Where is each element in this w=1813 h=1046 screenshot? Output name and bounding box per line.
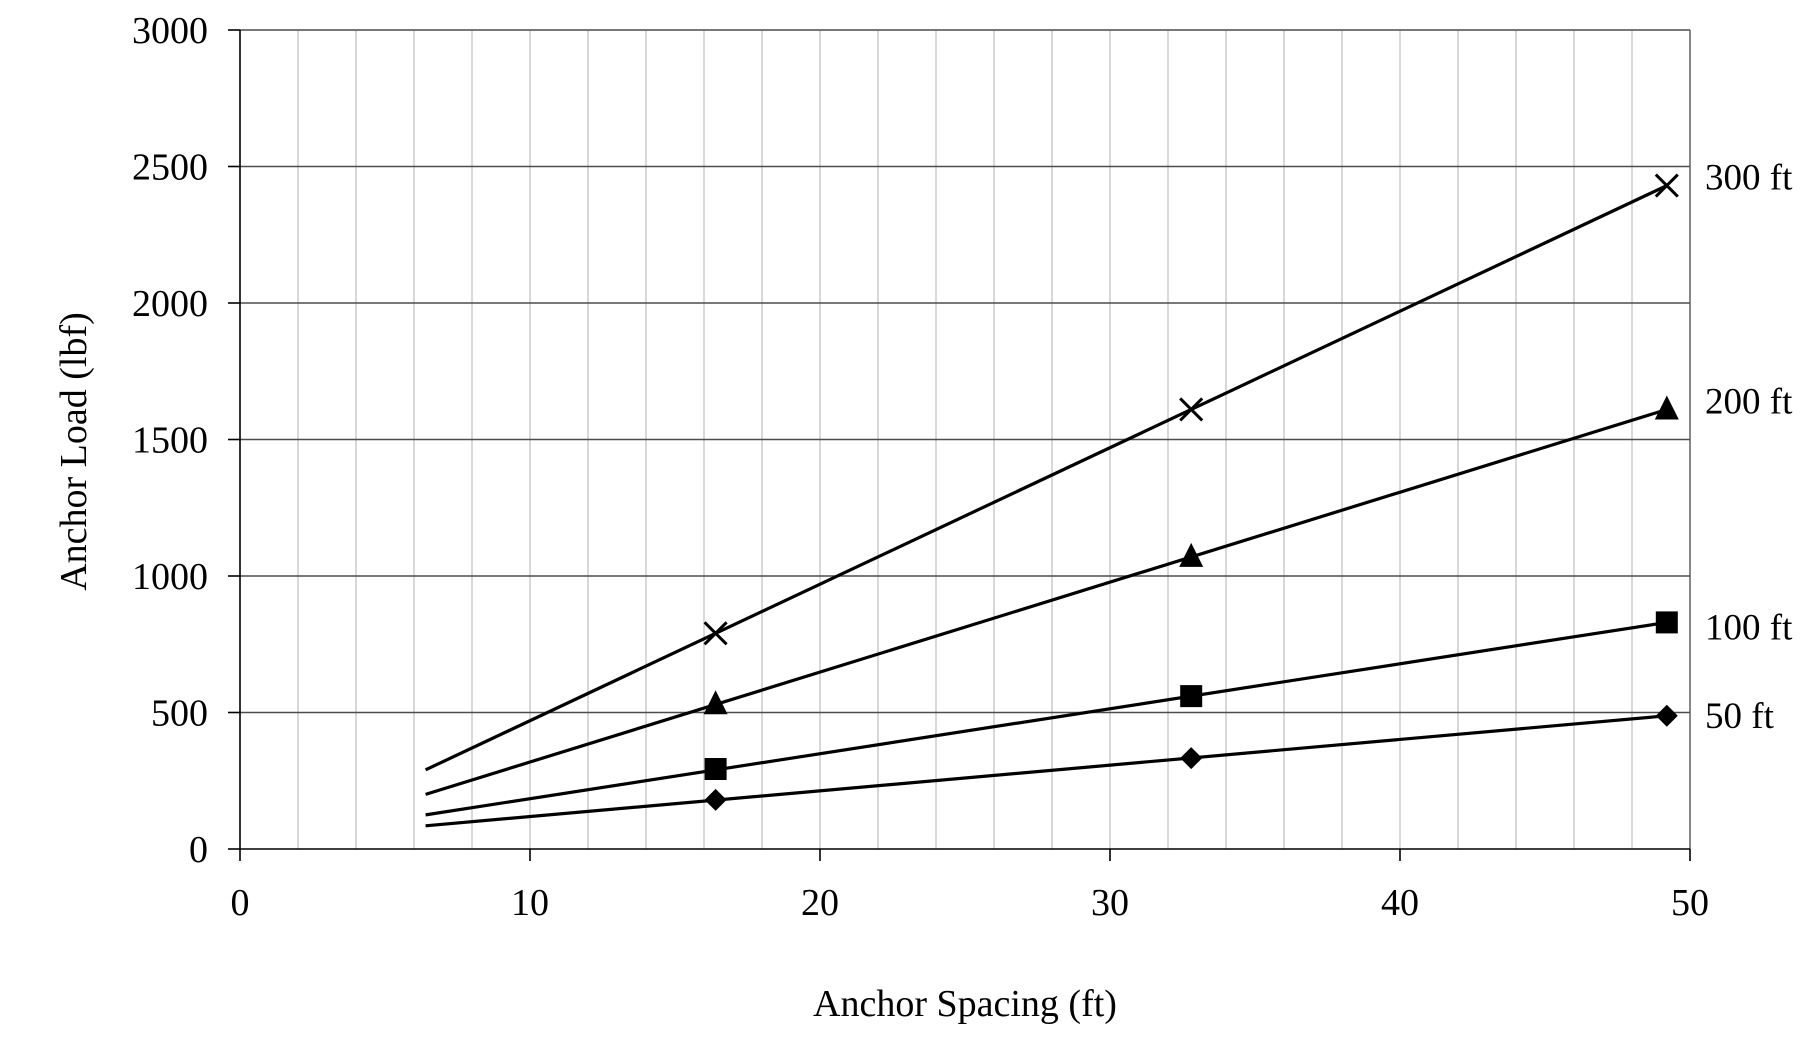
- y-tick-label: 3000: [132, 10, 208, 52]
- x-tick-label: 10: [511, 882, 549, 924]
- x-marker: [1654, 173, 1679, 198]
- series-label: 50 ft: [1705, 696, 1775, 737]
- x-tick-label: 40: [1381, 882, 1419, 924]
- series-markers: [703, 173, 1679, 811]
- x-tick-label: 50: [1671, 882, 1709, 924]
- y-tick-label: 500: [151, 693, 208, 735]
- square-marker: [704, 758, 727, 781]
- square-marker: [1180, 685, 1203, 708]
- y-tick-label: 2000: [132, 283, 208, 325]
- series-line: [425, 620, 1668, 817]
- x-tick-label: 0: [231, 882, 250, 924]
- series-line: [425, 714, 1667, 828]
- x-marker-stroke: [1654, 173, 1679, 198]
- diamond-marker: [704, 788, 727, 811]
- x-marker-stroke: [1179, 397, 1204, 422]
- y-tick-label: 1000: [132, 556, 208, 598]
- x-axis-label: Anchor Spacing (ft): [813, 983, 1117, 1025]
- y-tick-label: 2500: [132, 147, 208, 189]
- x-tick-label: 20: [801, 882, 839, 924]
- y-tick-labels: 0 500 1000 1500 2000 2500 3000: [132, 10, 208, 871]
- series-line: [425, 407, 1668, 796]
- series-label: 200 ft: [1705, 381, 1793, 422]
- triangle-marker: [1654, 395, 1679, 420]
- series-line: [424, 184, 1668, 772]
- square-marker: [1655, 611, 1678, 634]
- series-lines: [424, 184, 1668, 828]
- series-labels: 50 ft 100 ft 200 ft 300 ft: [1705, 158, 1793, 737]
- y-tick-label: 0: [189, 829, 208, 871]
- axes: [228, 29, 1691, 861]
- series-label: 300 ft: [1705, 158, 1793, 199]
- triangle-marker: [703, 690, 728, 715]
- diamond-marker: [1180, 747, 1203, 770]
- x-marker-stroke: [703, 621, 728, 646]
- series-label: 100 ft: [1705, 607, 1793, 648]
- y-tick-label: 1500: [132, 420, 208, 462]
- triangle-marker: [1179, 542, 1204, 567]
- x-tick-label: 30: [1091, 882, 1129, 924]
- grid: [240, 29, 1690, 849]
- diamond-marker: [1655, 704, 1678, 727]
- y-axis-label: Anchor Load (lbf): [53, 312, 95, 591]
- x-tick-labels: 0 10 20 30 40 50: [231, 882, 1710, 924]
- x-marker: [1179, 397, 1204, 422]
- x-marker: [703, 621, 728, 646]
